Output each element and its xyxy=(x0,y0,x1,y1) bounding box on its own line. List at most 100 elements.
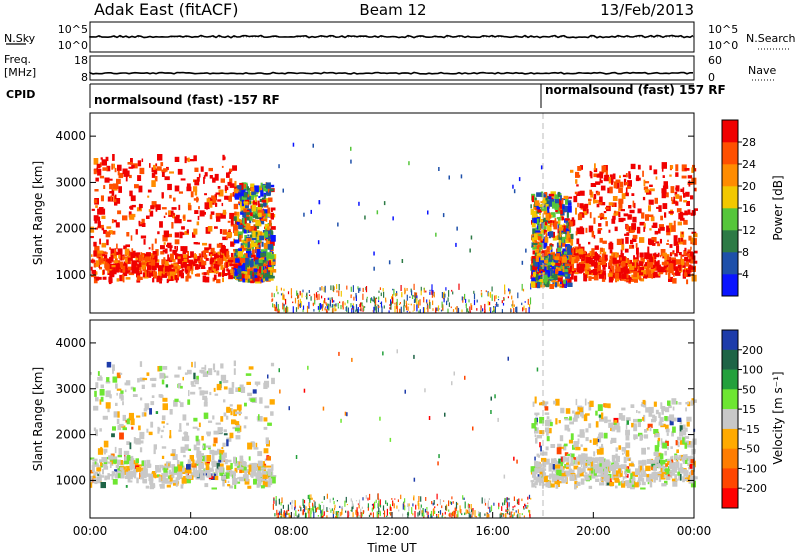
echo-cell xyxy=(196,375,199,382)
echo-cell xyxy=(150,401,155,406)
echo-cell xyxy=(617,272,622,279)
echo-cell xyxy=(548,234,552,239)
echo-cell xyxy=(251,191,257,195)
echo-cell xyxy=(115,198,121,204)
echo-cell xyxy=(299,302,301,308)
echo-cell xyxy=(436,307,438,311)
echo-cell xyxy=(232,478,238,484)
echo-cell xyxy=(171,222,174,229)
echo-cell xyxy=(658,205,662,212)
echo-cell xyxy=(676,208,682,213)
echo-cell xyxy=(95,397,99,402)
echo-cell xyxy=(163,267,165,275)
echo-cell xyxy=(476,299,478,303)
echo-cell xyxy=(219,229,223,234)
echo-cell xyxy=(210,267,212,271)
echo-cell xyxy=(256,244,259,252)
echo-cell xyxy=(402,503,404,510)
echo-cell xyxy=(247,187,250,192)
echo-cell xyxy=(172,249,177,256)
echo-cell xyxy=(106,226,112,229)
echo-cell xyxy=(192,459,195,466)
echo-cell xyxy=(166,480,172,484)
echo-cell xyxy=(593,451,596,457)
echo-cell xyxy=(485,290,487,293)
echo-cell xyxy=(138,204,143,209)
echo-cell xyxy=(680,254,685,257)
echo-cell xyxy=(685,269,691,277)
echo-cell xyxy=(196,446,200,453)
echo-cell xyxy=(314,299,316,305)
echo-cell xyxy=(502,502,504,506)
echo-cell xyxy=(177,168,183,175)
echo-cell xyxy=(540,445,542,452)
echo-cell xyxy=(614,226,618,232)
echo-cell xyxy=(621,481,626,488)
echo-cell xyxy=(466,308,468,313)
echo-cell xyxy=(471,305,473,310)
nsky-label: N.Sky xyxy=(4,32,36,45)
echo-cell xyxy=(118,172,124,179)
echo-cell xyxy=(287,504,289,511)
echo-cell xyxy=(223,452,227,458)
echo-cell xyxy=(139,431,145,437)
echo-cell xyxy=(272,303,274,308)
echo-cell xyxy=(252,230,256,238)
echo-cell xyxy=(512,305,514,308)
y-tick-label: 4000 xyxy=(55,129,86,143)
echo-cell xyxy=(404,498,406,503)
echo-cell xyxy=(462,495,464,500)
echo-cell xyxy=(664,260,667,266)
echo-cell xyxy=(175,480,178,487)
echo-cell xyxy=(385,299,387,303)
echo-cell xyxy=(135,458,139,463)
echo-cell xyxy=(318,303,321,310)
echo-cell xyxy=(216,216,221,222)
echo-cell xyxy=(155,466,157,473)
echo-cell xyxy=(219,249,222,256)
echo-cell xyxy=(260,249,266,253)
echo-cell xyxy=(379,302,382,304)
echo-cell xyxy=(562,444,567,451)
echo-cell xyxy=(389,506,391,511)
echo-cell xyxy=(222,479,225,487)
echo-cell xyxy=(574,253,580,257)
echo-cell xyxy=(393,503,395,509)
echo-cell xyxy=(211,487,217,490)
echo-cell xyxy=(336,284,338,290)
echo-cell xyxy=(95,263,100,267)
echo-cell xyxy=(355,509,357,513)
echo-cell xyxy=(213,461,218,466)
echo-cell xyxy=(105,381,111,384)
echo-cell xyxy=(295,307,298,312)
echo-cell xyxy=(166,422,169,425)
echo-cell xyxy=(556,209,561,214)
echo-cell xyxy=(287,291,290,295)
echo-cell xyxy=(314,294,316,302)
echo-cell xyxy=(120,395,124,401)
echo-cell xyxy=(652,275,656,279)
echo-cell xyxy=(413,283,415,290)
echo-cell xyxy=(470,504,472,510)
echo-cell xyxy=(314,506,317,513)
echo-cell xyxy=(196,221,200,226)
echo-cell xyxy=(303,212,305,217)
echo-cell xyxy=(243,208,247,212)
echo-cell xyxy=(536,192,542,197)
echo-cell xyxy=(388,260,391,265)
echo-cell xyxy=(362,287,364,292)
echo-cell xyxy=(562,466,565,470)
echo-cell xyxy=(357,307,359,313)
echo-cell xyxy=(205,258,209,261)
echo-cell xyxy=(130,463,133,471)
echo-cell xyxy=(464,293,466,300)
echo-cell xyxy=(191,254,197,258)
echo-cell xyxy=(693,260,698,264)
echo-cell xyxy=(670,165,674,169)
echo-cell xyxy=(171,258,176,262)
echo-cell xyxy=(263,210,266,216)
echo-cell xyxy=(671,455,674,462)
echo-cell xyxy=(572,246,574,254)
echo-cell xyxy=(508,497,510,501)
echo-cell xyxy=(209,391,212,396)
